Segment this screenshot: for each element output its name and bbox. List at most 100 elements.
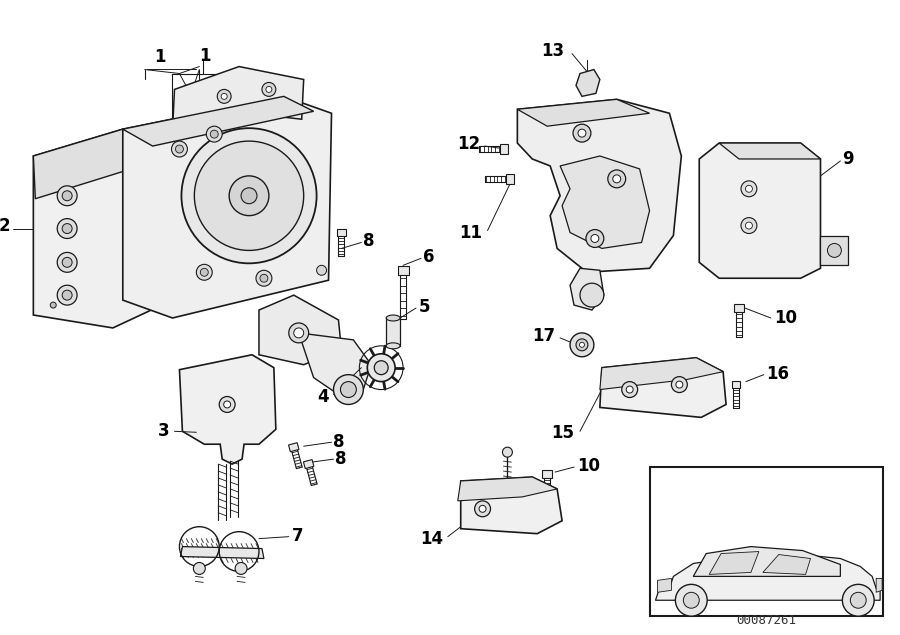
Circle shape: [230, 176, 269, 216]
Polygon shape: [600, 358, 723, 389]
Polygon shape: [570, 269, 604, 310]
Circle shape: [256, 271, 272, 286]
Text: 1: 1: [154, 48, 166, 65]
Polygon shape: [821, 236, 849, 265]
Circle shape: [827, 243, 842, 257]
Circle shape: [50, 302, 56, 308]
Text: 14: 14: [419, 530, 443, 547]
Ellipse shape: [386, 343, 400, 349]
Polygon shape: [734, 304, 744, 312]
Polygon shape: [337, 229, 346, 236]
Circle shape: [196, 264, 212, 280]
Polygon shape: [398, 266, 409, 275]
Polygon shape: [658, 578, 671, 592]
Circle shape: [578, 129, 586, 137]
Circle shape: [194, 563, 205, 575]
Circle shape: [266, 86, 272, 92]
Polygon shape: [542, 470, 552, 478]
Text: 5: 5: [419, 298, 430, 316]
Polygon shape: [33, 129, 175, 199]
Circle shape: [62, 190, 72, 201]
Text: 4: 4: [317, 387, 328, 406]
Circle shape: [626, 386, 633, 393]
Circle shape: [502, 447, 512, 457]
Polygon shape: [600, 358, 726, 417]
Circle shape: [622, 382, 637, 398]
Circle shape: [741, 181, 757, 197]
Polygon shape: [299, 333, 372, 394]
Polygon shape: [693, 547, 841, 577]
Circle shape: [260, 274, 268, 282]
Circle shape: [220, 396, 235, 412]
Circle shape: [842, 584, 874, 616]
Polygon shape: [763, 554, 811, 575]
Circle shape: [293, 328, 303, 338]
Circle shape: [262, 83, 276, 97]
Circle shape: [374, 361, 388, 375]
Circle shape: [591, 234, 599, 243]
Bar: [650, 467, 883, 616]
Text: 1: 1: [200, 46, 211, 65]
Circle shape: [241, 188, 257, 204]
Circle shape: [741, 218, 757, 234]
Polygon shape: [518, 99, 681, 272]
Circle shape: [58, 218, 77, 239]
Polygon shape: [461, 477, 562, 533]
Circle shape: [182, 128, 317, 264]
Circle shape: [221, 93, 227, 99]
Text: 2: 2: [0, 217, 11, 234]
Polygon shape: [289, 443, 299, 451]
Circle shape: [62, 257, 72, 267]
Polygon shape: [732, 381, 741, 388]
Circle shape: [317, 265, 327, 275]
Ellipse shape: [386, 315, 400, 321]
Text: 11: 11: [460, 224, 482, 241]
Circle shape: [608, 170, 625, 188]
Text: 8: 8: [336, 450, 347, 468]
Polygon shape: [180, 547, 264, 559]
Circle shape: [613, 175, 621, 183]
Circle shape: [745, 222, 752, 229]
Polygon shape: [876, 578, 882, 592]
Circle shape: [570, 333, 594, 357]
Polygon shape: [719, 143, 821, 159]
Circle shape: [62, 290, 72, 300]
Circle shape: [62, 224, 72, 234]
Polygon shape: [518, 99, 650, 126]
Circle shape: [206, 126, 222, 142]
Circle shape: [675, 584, 707, 616]
Text: 10: 10: [774, 309, 796, 327]
Circle shape: [671, 377, 688, 392]
Polygon shape: [699, 143, 821, 278]
Circle shape: [850, 592, 866, 608]
Circle shape: [58, 186, 77, 206]
Polygon shape: [507, 174, 515, 184]
Circle shape: [217, 90, 231, 104]
Circle shape: [745, 185, 752, 192]
Text: 00087261: 00087261: [736, 613, 796, 627]
Text: 3: 3: [158, 422, 169, 440]
Text: 7: 7: [292, 526, 303, 545]
Polygon shape: [259, 295, 341, 364]
Polygon shape: [655, 554, 880, 600]
Text: 8: 8: [364, 232, 374, 250]
Text: 17: 17: [532, 327, 555, 345]
Text: 6: 6: [423, 248, 435, 266]
Circle shape: [586, 229, 604, 248]
Polygon shape: [576, 69, 600, 97]
Text: 10: 10: [577, 457, 600, 475]
Circle shape: [201, 269, 208, 276]
Circle shape: [676, 381, 683, 388]
Circle shape: [58, 252, 77, 272]
Bar: [386, 318, 400, 346]
Circle shape: [289, 323, 309, 343]
Polygon shape: [122, 97, 331, 318]
Circle shape: [334, 375, 364, 404]
Circle shape: [176, 145, 184, 153]
Circle shape: [683, 592, 699, 608]
Circle shape: [580, 283, 604, 307]
Polygon shape: [500, 144, 508, 154]
Circle shape: [340, 382, 356, 398]
Circle shape: [58, 285, 77, 305]
Text: 9: 9: [842, 150, 854, 168]
